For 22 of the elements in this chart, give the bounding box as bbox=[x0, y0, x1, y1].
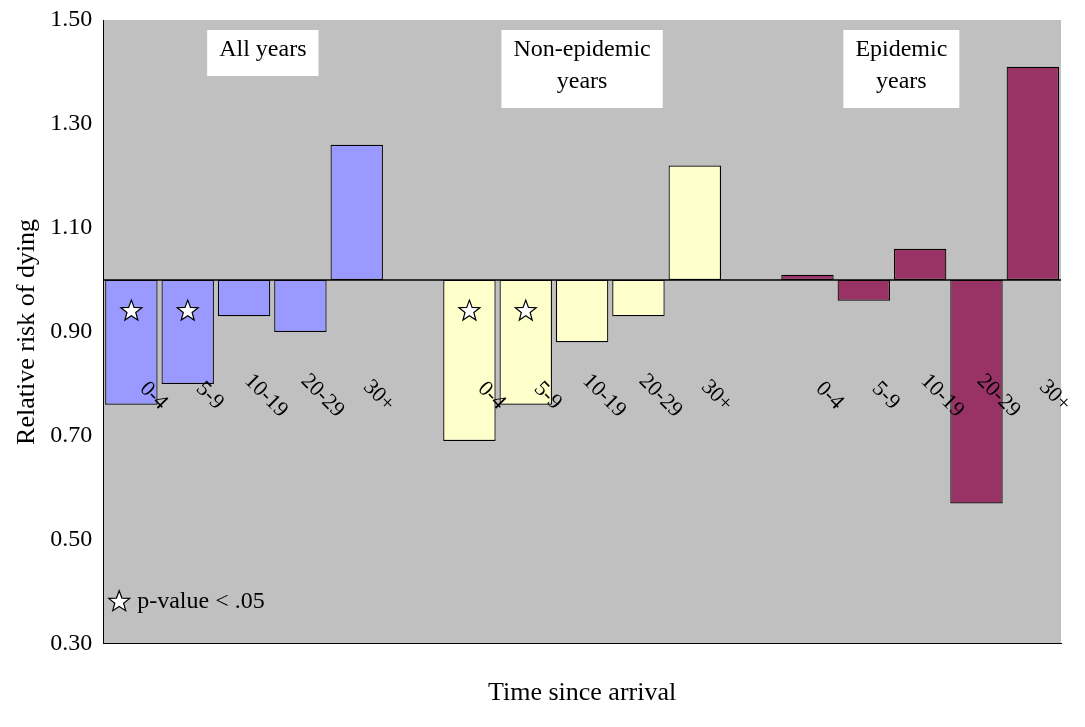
x-tick-label: 0-4 bbox=[811, 375, 850, 414]
y-tick-label: 1.50 bbox=[50, 5, 93, 32]
x-tick-label: 30+ bbox=[1035, 373, 1078, 416]
y-tick-label: 0.50 bbox=[50, 525, 93, 552]
y-tick-label: 0.90 bbox=[50, 317, 93, 344]
x-axis-title: Time since arrival bbox=[487, 677, 677, 707]
annotation: Non-epidemic years bbox=[513, 35, 651, 94]
annotation: All years bbox=[219, 35, 307, 62]
y-tick-label: 0.70 bbox=[50, 421, 93, 448]
x-tick-label: 5-9 bbox=[191, 375, 231, 414]
x-tick-label: 0-4 bbox=[135, 375, 174, 414]
legend-label: p-value < .05 bbox=[137, 587, 265, 614]
x-tick-label: 5-9 bbox=[867, 375, 907, 414]
y-axis-title: Relative risk of dying bbox=[11, 218, 41, 445]
y-tick-label: 1.30 bbox=[50, 109, 93, 136]
x-tick-label: 5-9 bbox=[529, 375, 569, 414]
y-tick-label: 0.30 bbox=[50, 629, 93, 656]
x-tick-label: 0-4 bbox=[473, 375, 512, 414]
annotation: Epidemic years bbox=[855, 35, 948, 94]
y-tick-label: 1.10 bbox=[50, 213, 93, 240]
x-tick-label: 30+ bbox=[358, 373, 401, 416]
x-tick-label: 30+ bbox=[696, 373, 740, 416]
